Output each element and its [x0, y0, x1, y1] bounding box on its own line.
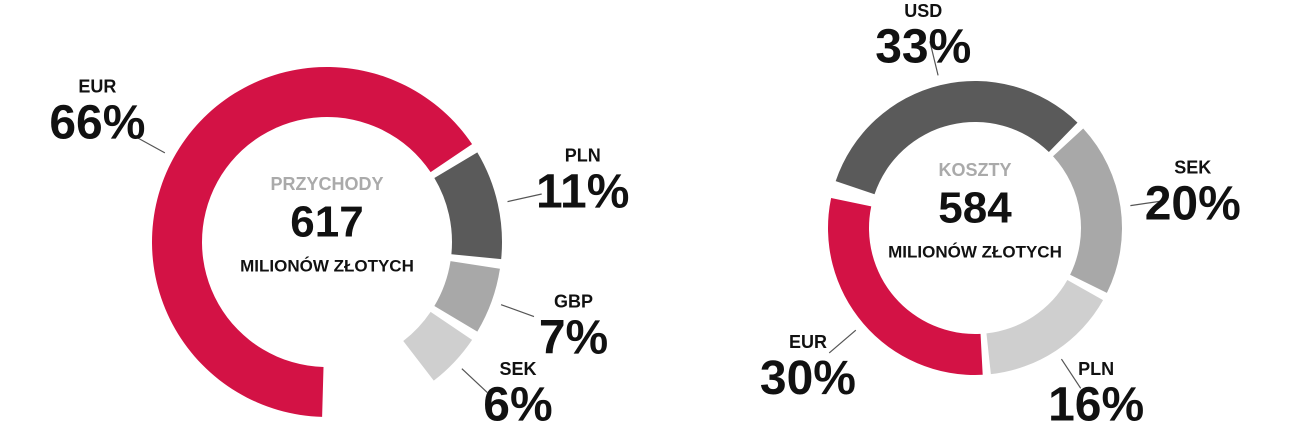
center-total: 617: [290, 198, 363, 247]
donut-slice: [434, 261, 500, 332]
donut-slice: [828, 197, 983, 375]
leader-line: [507, 193, 542, 203]
slice-value-label: 33%: [875, 21, 971, 74]
slice-value-label: 20%: [1145, 177, 1241, 230]
leader-line: [1060, 358, 1082, 389]
leader-line: [500, 304, 535, 318]
donut-slice: [403, 311, 473, 381]
donut-slice: [986, 280, 1104, 375]
leader-line: [828, 329, 857, 354]
slice-value-label: 16%: [1048, 379, 1144, 432]
slice-name: SEK: [499, 359, 536, 379]
slice-name: PLN: [1078, 359, 1114, 379]
slice-name: PLN: [565, 146, 601, 166]
center-unit: MILIONÓW ZŁOTYCH: [240, 256, 414, 275]
slice-value-label: 66%: [49, 96, 145, 149]
donut-slice: [152, 66, 473, 417]
slice-name: EUR: [78, 77, 116, 97]
center-title: PRZYCHODY: [270, 174, 383, 194]
donut-slice: [835, 80, 1078, 195]
slice-name: GBP: [554, 291, 593, 311]
donut-slice: [434, 152, 502, 260]
leader-line: [133, 135, 166, 154]
center-unit: MILIONÓW ZŁOTYCH: [888, 242, 1062, 261]
slice-value-label: 11%: [536, 166, 629, 219]
slice-value-label: 30%: [760, 352, 856, 405]
leader-line: [461, 368, 488, 394]
center-total: 584: [938, 184, 1012, 233]
slice-value-label: 6%: [483, 379, 552, 432]
slice-name: EUR: [789, 332, 827, 352]
donut-slice: [1053, 128, 1122, 293]
slice-name: USD: [904, 1, 942, 21]
center-title: KOSZTY: [938, 160, 1011, 180]
leader-line: [1130, 200, 1166, 207]
slice-name: SEK: [1174, 157, 1211, 177]
leader-line: [929, 41, 939, 76]
slice-value-label: 7%: [539, 311, 608, 364]
